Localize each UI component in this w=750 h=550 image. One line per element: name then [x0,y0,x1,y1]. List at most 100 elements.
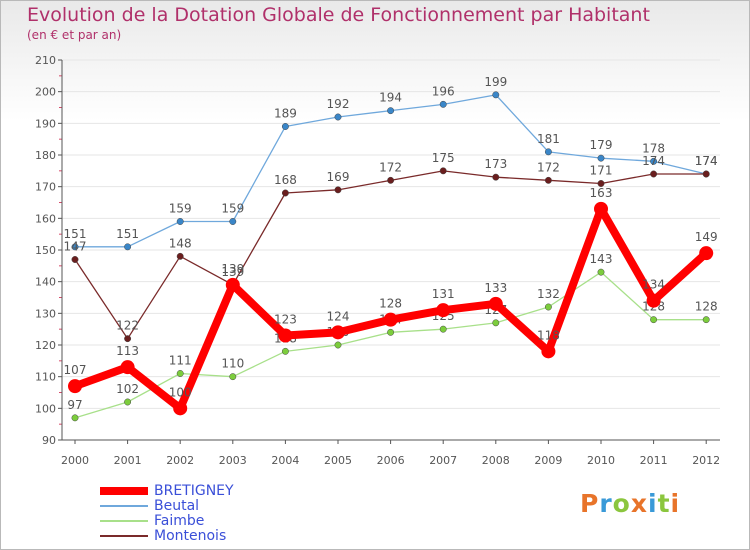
data-label-montenois: 173 [484,157,507,171]
data-label-beutal: 199 [484,75,507,89]
data-label-faimbe: 143 [590,252,613,266]
y-tick-label: 110 [35,371,56,384]
data-label-beutal: 192 [327,97,350,111]
data-label-faimbe: 111 [169,354,192,368]
data-point-montenois [387,176,395,184]
data-label-bretigney: 124 [327,309,350,323]
logo-letter: o [612,489,631,518]
data-point-faimbe [702,316,710,324]
data-point-beutal [334,113,342,121]
data-point-faimbe [334,341,342,349]
data-point-montenois [597,180,605,187]
y-tick-label: 170 [35,181,56,194]
data-label-montenois: 122 [116,319,139,333]
y-tick-label: 120 [35,339,56,352]
y-tick-label: 190 [35,117,56,130]
legend: BRETIGNEY Beutal Faimbe Montenois [100,483,300,544]
data-label-montenois: 139 [221,265,244,279]
data-point-beutal [229,218,237,225]
data-point-bretigney [699,246,714,261]
legend-item-montenois: Montenois [100,528,300,544]
data-point-bretigney [120,360,135,375]
data-point-montenois [439,167,447,175]
data-label-beutal: 194 [379,91,402,105]
data-point-montenois [124,335,132,343]
data-label-montenois: 171 [590,164,613,178]
x-tick-label: 2001 [114,454,142,467]
x-tick-label: 2008 [482,454,510,467]
data-point-bretigney [173,401,188,416]
x-tick-label: 2006 [377,454,405,467]
x-tick-label: 2011 [640,454,668,467]
data-label-montenois: 174 [695,154,718,168]
data-label-beutal: 179 [590,138,613,152]
proxiti-logo: Proxiti [580,489,680,518]
data-point-montenois [492,173,500,181]
y-tick-label: 90 [42,434,56,447]
x-tick-label: 2003 [219,454,247,467]
data-point-beutal [544,148,552,156]
data-point-beutal [650,157,658,165]
data-label-montenois: 147 [64,240,87,254]
logo-letter: t [657,489,671,518]
y-tick-label: 160 [35,212,56,225]
data-point-montenois [176,252,184,260]
data-point-bretigney [488,296,503,311]
data-point-bretigney [225,277,240,292]
x-tick-label: 2000 [61,454,89,467]
data-point-faimbe [597,268,605,276]
y-tick-label: 140 [35,276,56,289]
data-point-beutal [71,243,79,251]
data-point-beutal [176,218,184,225]
x-tick-label: 2004 [271,454,299,467]
y-tick-label: 130 [35,307,56,320]
data-point-faimbe [281,347,289,355]
data-label-bretigney: 113 [116,344,139,358]
data-label-bretigney: 123 [274,313,297,327]
data-label-bretigney: 131 [432,287,455,301]
data-label-montenois: 172 [537,160,560,174]
legend-label: Beutal [154,498,200,514]
data-label-montenois: 175 [432,151,455,165]
data-point-montenois [334,186,342,194]
data-label-beutal: 159 [221,202,244,216]
logo-letter: i [648,489,658,518]
legend-swatch [100,520,148,522]
legend-item-faimbe: Faimbe [100,513,300,529]
x-tick-label: 2012 [692,454,720,467]
data-label-bretigney: 134 [642,278,665,292]
data-label-beutal: 178 [642,141,665,155]
data-label-beutal: 196 [432,84,455,98]
data-label-beutal: 159 [169,202,192,216]
data-point-montenois [281,189,289,197]
data-label-faimbe: 132 [537,287,560,301]
data-point-faimbe [492,319,500,327]
y-tick-label: 200 [35,86,56,99]
x-tick-label: 2002 [166,454,194,467]
data-label-bretigney: 133 [484,281,507,295]
data-label-bretigney: 118 [537,328,560,342]
data-point-faimbe [71,414,79,422]
data-point-montenois [544,176,552,184]
data-point-bretigney [541,344,556,359]
data-point-beutal [124,243,132,251]
y-tick-label: 210 [35,54,56,67]
data-label-faimbe: 102 [116,382,139,396]
data-point-bretigney [278,328,293,343]
data-point-montenois [71,256,79,263]
y-tick-label: 100 [35,402,56,415]
data-point-faimbe [229,373,237,381]
data-point-beutal [439,100,447,108]
data-label-beutal: 189 [274,107,297,121]
data-label-beutal: 151 [64,227,87,241]
y-tick-label: 180 [35,149,56,162]
legend-item-beutal: Beutal [100,498,300,514]
x-tick-label: 2005 [324,454,352,467]
data-point-bretigney [68,379,82,394]
x-tick-label: 2007 [429,454,457,467]
data-point-beutal [387,107,395,115]
data-label-montenois: 169 [327,170,350,184]
chart-subtitle: (en € et par an) [27,28,122,42]
data-label-montenois: 168 [274,173,297,187]
